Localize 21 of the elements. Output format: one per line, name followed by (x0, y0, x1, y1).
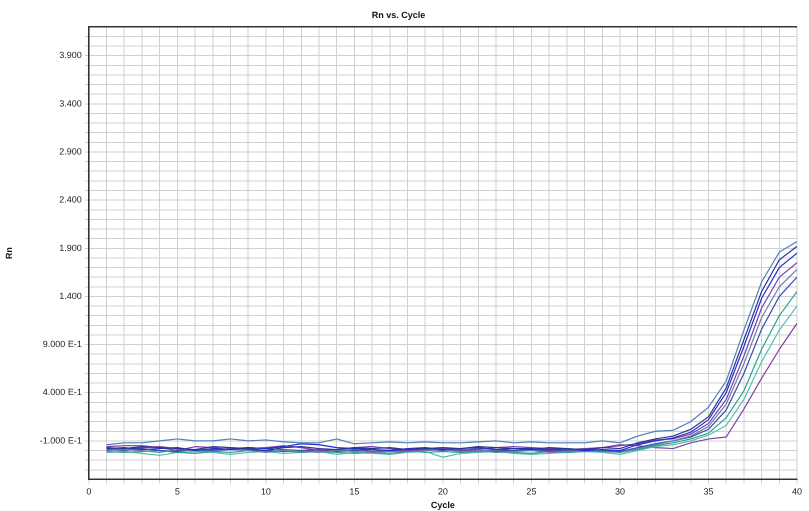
chart-title: Rn vs. Cycle (372, 10, 426, 20)
y-tick-label: 2.900 (59, 146, 82, 156)
x-tick-label: 10 (260, 486, 271, 496)
y-tick-label: -1.000 E-1 (40, 435, 82, 446)
x-tick-label: 20 (438, 486, 448, 496)
y-axis-title: Rn (4, 247, 14, 260)
y-tick-label: 1.400 (59, 290, 82, 301)
y-tick-label: 9.000 E-1 (42, 339, 82, 350)
y-tick-label: 1.900 (59, 242, 82, 253)
x-tick-label: 30 (614, 486, 625, 496)
x-tick-label: 25 (526, 486, 536, 496)
x-tick-label: 15 (349, 486, 360, 496)
x-axis-title: Cycle (430, 500, 455, 510)
y-tick-label: 3.400 (59, 98, 82, 108)
y-tick-label: 3.900 (59, 50, 82, 60)
x-tick-label: 5 (174, 486, 180, 496)
x-tick-label: 0 (86, 486, 92, 496)
y-tick-label: 2.400 (59, 194, 82, 205)
x-tick-label: 40 (792, 486, 802, 496)
y-tick-label: 4.000 E-1 (42, 387, 82, 398)
x-tick-label: 35 (703, 486, 714, 496)
